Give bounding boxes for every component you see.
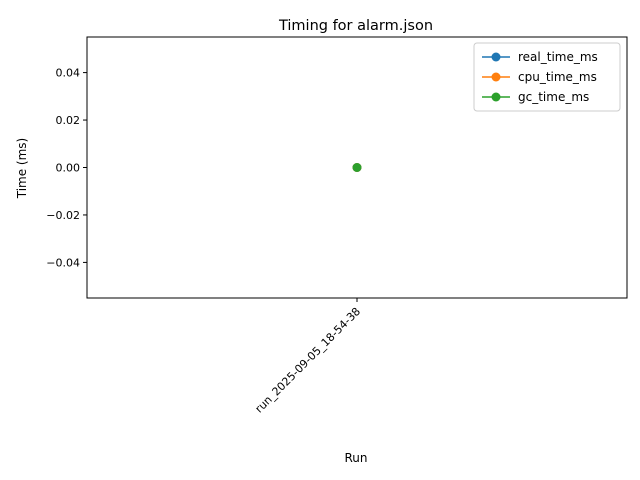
y-tick-label: 0.02 <box>56 114 81 127</box>
legend-marker-cpu_time_ms <box>491 72 501 82</box>
legend-box <box>473 42 621 112</box>
y-tick-label: 0.00 <box>56 162 81 175</box>
legend-label-real_time_ms: real_time_ms <box>518 50 598 64</box>
legend-marker-gc_time_ms <box>491 92 501 102</box>
legend: real_time_ms cpu_time_ms gc_time_ms <box>473 42 621 112</box>
y-tick-label: −0.02 <box>46 209 80 222</box>
legend-label-cpu_time_ms: cpu_time_ms <box>518 70 597 84</box>
data-point-gc_time_ms <box>352 163 362 172</box>
y-tick-label: 0.04 <box>56 67 81 80</box>
legend-label-gc_time_ms: gc_time_ms <box>518 90 589 104</box>
y-axis: −0.04 −0.02 0.00 0.02 0.04 <box>46 67 87 269</box>
x-axis: run_2025-09-05_18-54-38 <box>253 298 364 416</box>
chart-title: Timing for alarm.json <box>278 18 433 34</box>
y-axis-label: Time (ms) <box>15 138 29 200</box>
y-tick-label: −0.04 <box>46 256 80 269</box>
x-tick-label: run_2025-09-05_18-54-38 <box>253 305 364 416</box>
legend-marker-real_time_ms <box>491 52 501 62</box>
x-axis-label: Run <box>344 451 367 465</box>
series-group <box>352 163 362 172</box>
